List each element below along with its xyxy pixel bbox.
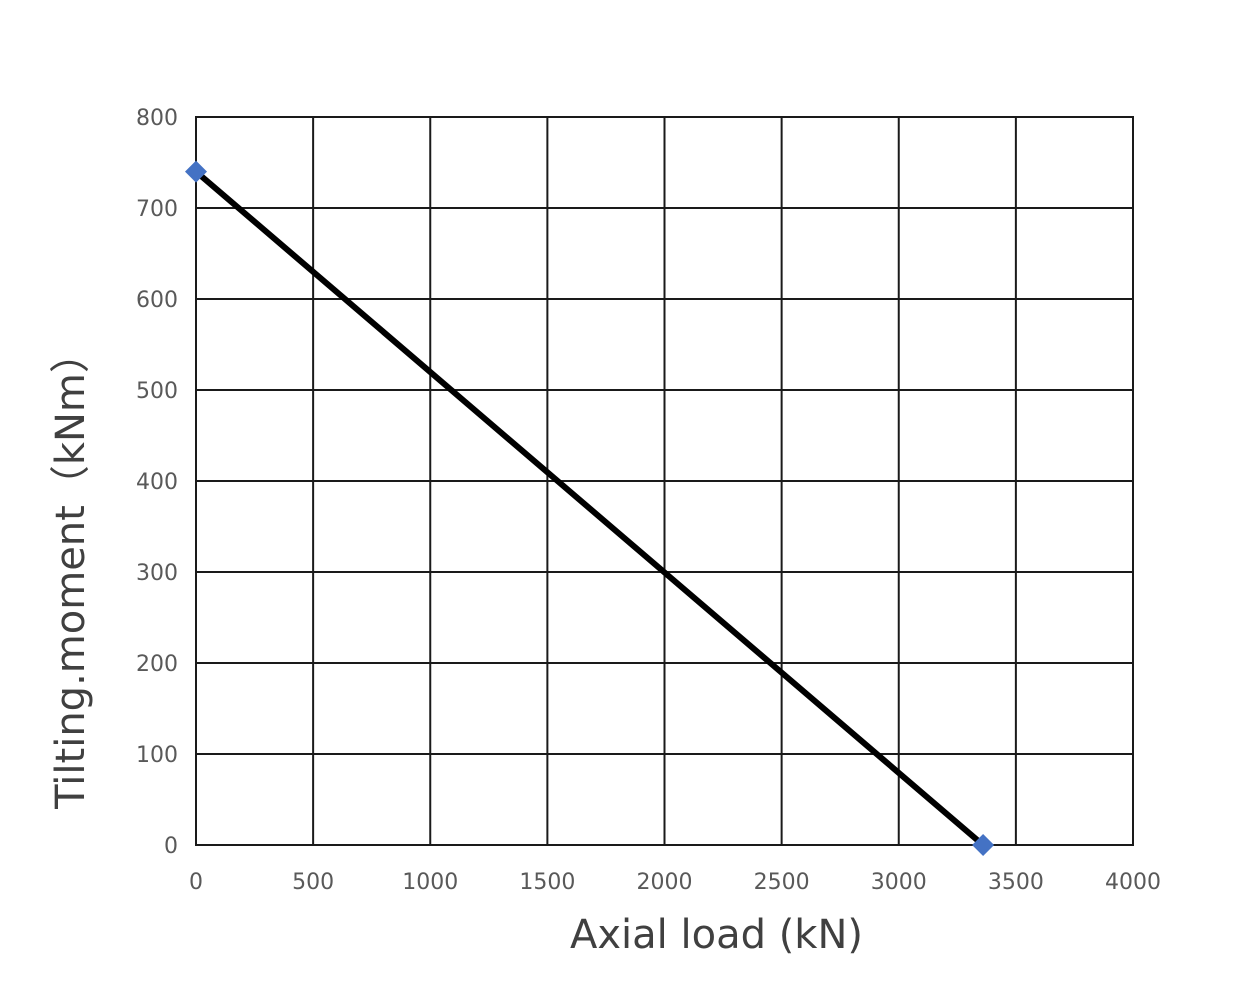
y-tick-label: 300 (136, 561, 178, 586)
x-tick-label: 0 (189, 870, 203, 895)
y-tick-label: 200 (136, 652, 178, 677)
y-tick-label: 600 (136, 288, 178, 313)
data-point-marker (972, 834, 995, 856)
y-tick-label: 500 (136, 379, 178, 404)
x-axis-title: Axial load (kN) (570, 912, 863, 958)
series-line (193, 168, 987, 848)
y-tick-label: 0 (164, 834, 178, 859)
x-axis-tick-labels: 0 500 1000 1500 2000 2500 3000 3500 4000 (189, 870, 1161, 895)
x-tick-label: 1500 (519, 870, 575, 895)
grid (195, 116, 1134, 846)
x-tick-label: 3500 (988, 870, 1044, 895)
x-tick-label: 1000 (402, 870, 458, 895)
x-tick-label: 3000 (871, 870, 927, 895)
x-tick-label: 4000 (1105, 870, 1161, 895)
x-tick-label: 500 (292, 870, 334, 895)
y-tick-label: 400 (136, 470, 178, 495)
y-axis-tick-labels: 0 100 200 300 400 500 600 700 800 (136, 106, 178, 859)
x-tick-label: 2000 (637, 870, 693, 895)
data-point-marker (185, 160, 207, 183)
y-tick-label: 800 (136, 106, 178, 131)
x-tick-label: 2500 (754, 870, 810, 895)
y-axis-title: Tilting.moment（kNm） (48, 333, 94, 810)
y-tick-label: 700 (136, 197, 178, 222)
y-tick-label: 100 (136, 743, 178, 768)
series-layer (185, 160, 995, 856)
plot-area-border (195, 116, 1134, 846)
